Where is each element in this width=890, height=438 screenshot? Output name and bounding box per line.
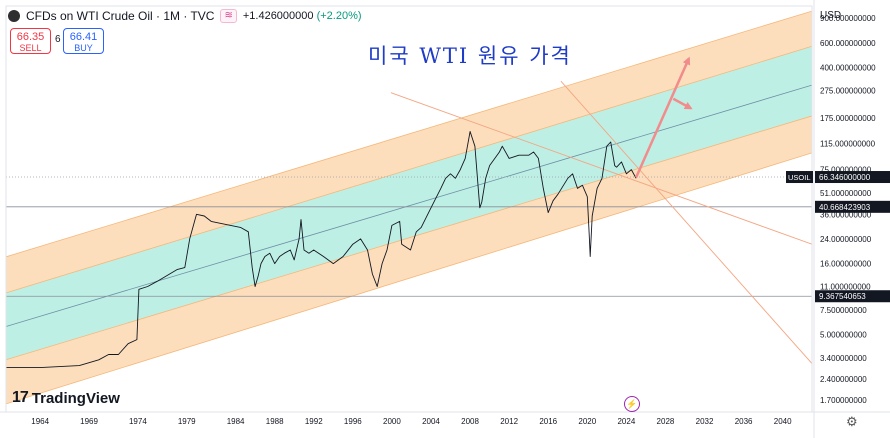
y-tick-label: 115.000000000 (820, 140, 876, 149)
chart-title: 미국 WTI 원유 가격 (368, 44, 572, 68)
channel-inner-fill (6, 46, 812, 360)
chart-header: CFDs on WTI Crude Oil · 1M · TVC ≋ +1.42… (8, 6, 362, 26)
x-tick-label: 2008 (461, 417, 479, 426)
x-tick-label: 1992 (305, 417, 323, 426)
lightning-icon[interactable]: ⚡ (624, 396, 640, 412)
forecast-arrows (635, 56, 693, 178)
price-badge (815, 290, 890, 303)
price-change: +1.426000000 (+2.20%) (243, 10, 362, 22)
x-tick-label: 2024 (617, 417, 635, 426)
sell-price: 66.35 (16, 31, 45, 43)
buy-price: 66.41 (69, 31, 98, 43)
channel-line-median (6, 84, 812, 327)
x-tick-label: 2004 (422, 417, 440, 426)
y-tick-label: 36.000000000 (820, 210, 872, 219)
channel-outer-top-fill (6, 11, 812, 293)
trend-line-0 (390, 92, 812, 245)
x-tick-label: 1979 (178, 417, 196, 426)
x-tick-label: 1969 (80, 417, 98, 426)
price-badge-label: 40.668423903 (819, 203, 871, 212)
sell-button[interactable]: 66.35 SELL (10, 28, 51, 54)
spread-value: 6 (55, 34, 61, 45)
y-tick-label: 5.000000000 (820, 330, 867, 339)
y-tick-label: 900.000000000 (820, 14, 876, 23)
horizontal-levels (6, 176, 812, 297)
change-value: +1.426000000 (242, 10, 314, 22)
change-percent: (+2.20%) (316, 10, 362, 22)
y-tick-label: 24.000000000 (820, 235, 872, 244)
buy-button[interactable]: 66.41 BUY (63, 28, 104, 54)
tag-icon[interactable]: ≋ (220, 9, 237, 23)
symbol-title[interactable]: CFDs on WTI Crude Oil · 1M · TVC (26, 9, 215, 23)
tradingview-logo[interactable]: 17 TradingView (12, 389, 120, 407)
symbol-logo-icon (8, 10, 20, 22)
trend-line-1 (560, 80, 812, 364)
y-tick-label: 600.000000000 (820, 39, 876, 48)
y-tick-label: 3.400000000 (820, 354, 867, 363)
x-tick-label: 2016 (539, 417, 557, 426)
y-tick-label: 1.700000000 (820, 396, 867, 405)
x-tick-label: 1996 (344, 417, 362, 426)
x-tick-label: 1974 (129, 417, 147, 426)
sell-label: SELL (19, 43, 42, 53)
gear-icon[interactable]: ⚙ (846, 414, 858, 429)
x-tick-label: 1984 (227, 417, 245, 426)
tradingview-logo-icon: 17 (12, 389, 29, 406)
y-tick-label: 400.000000000 (820, 64, 876, 73)
buy-label: BUY (74, 43, 93, 53)
price-badge-label: 66.346000000 (819, 173, 871, 182)
forecast-arrow-1 (672, 97, 693, 110)
symbol-badge (786, 171, 813, 184)
x-tick-label: 2028 (657, 417, 675, 426)
x-tick-label: 2012 (500, 417, 518, 426)
x-tick-label: 2040 (774, 417, 792, 426)
currency-selector[interactable]: USD (820, 10, 842, 21)
trend-lines (390, 80, 812, 364)
y-tick-label: 275.000000000 (820, 86, 876, 95)
y-tick-label: 11.000000000 (820, 282, 871, 291)
y-tick-label: 2.400000000 (820, 375, 867, 384)
symbol-badge-label: USOIL (788, 173, 811, 182)
y-tick-label: 75.000000000 (820, 166, 872, 175)
price-badge-label: 9.367540653 (819, 292, 866, 301)
forecast-arrow-0 (635, 56, 691, 178)
channel-line-inner-bottom (6, 115, 812, 361)
x-tick-label: 2000 (383, 417, 401, 426)
y-tick-label: 7.500000000 (820, 306, 867, 315)
x-tick-label: 1964 (31, 417, 49, 426)
x-tick-label: 2032 (696, 417, 714, 426)
y-tick-label: 16.000000000 (820, 260, 872, 269)
channel-line-outer-bottom (6, 152, 812, 405)
price-badge (815, 200, 890, 213)
price-badge (815, 171, 890, 184)
price-series (6, 131, 637, 369)
channel-line-inner-top (6, 45, 812, 294)
x-tick-label: 1988 (266, 417, 284, 426)
channel-outer-bottom-fill (6, 115, 812, 404)
channel-bands (6, 10, 812, 405)
channel-line-outer-top (6, 10, 812, 258)
y-tick-label: 175.000000000 (820, 114, 876, 123)
logo-text: TradingView (31, 389, 120, 407)
series-line-USOIL (6, 131, 637, 369)
x-tick-label: 2036 (735, 417, 753, 426)
y-tick-label: 51.000000000 (820, 189, 872, 198)
x-tick-label: 2020 (578, 417, 596, 426)
